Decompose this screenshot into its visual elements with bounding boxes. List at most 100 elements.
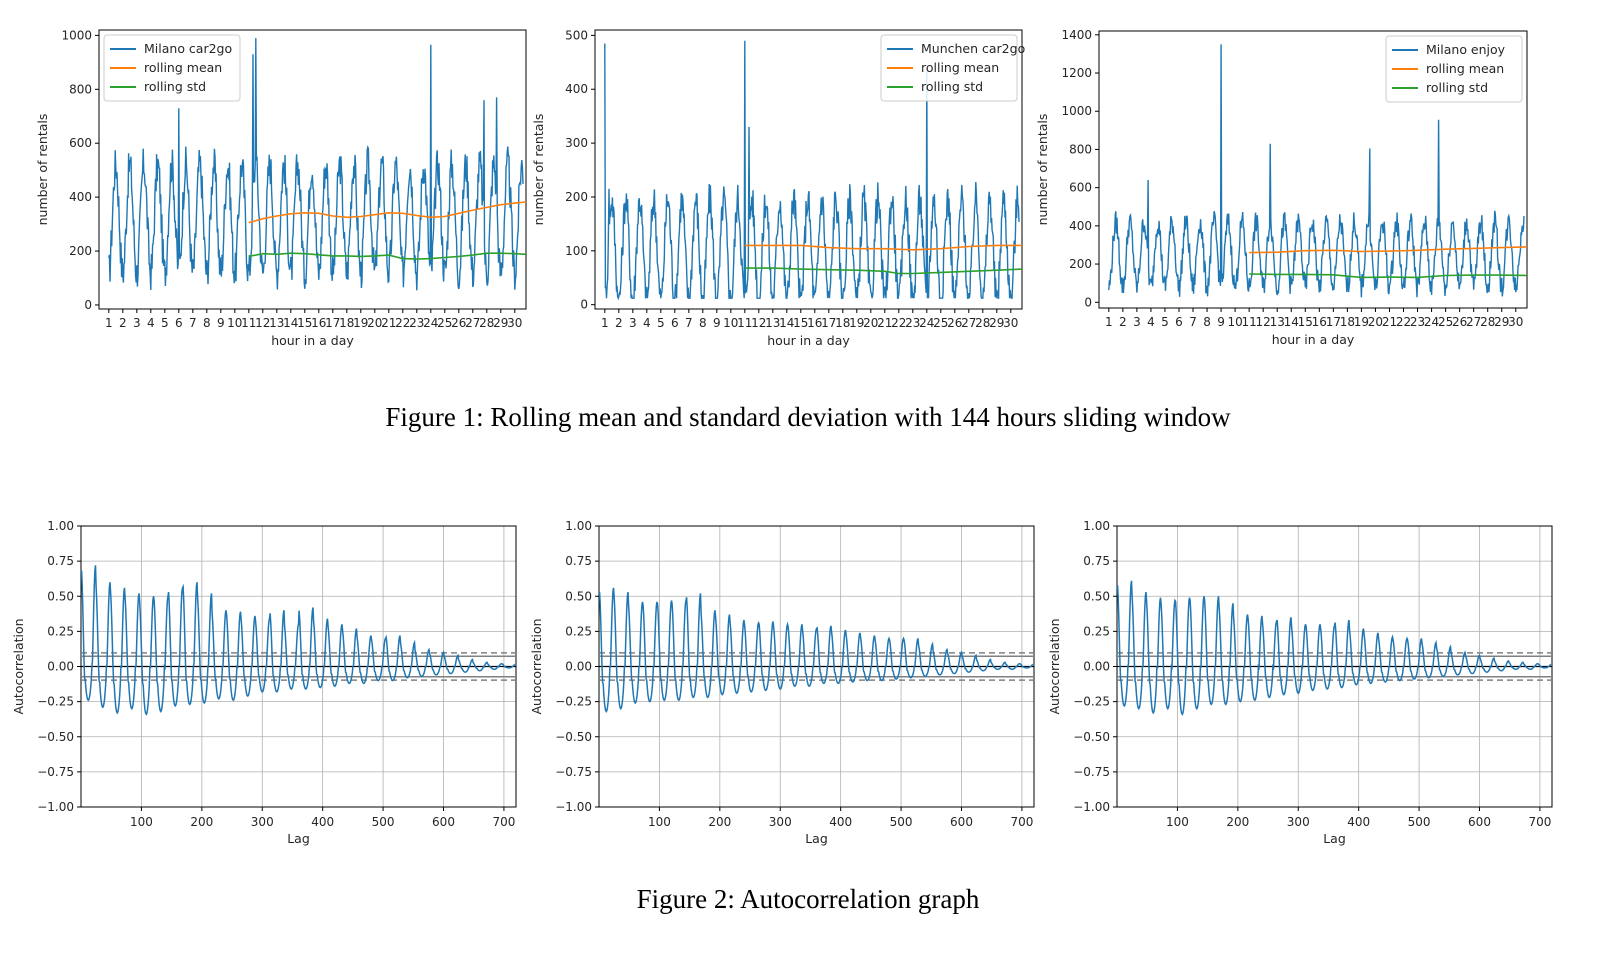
x-tick-label: 2 (1119, 315, 1127, 329)
x-tick-label: 20 (367, 316, 382, 330)
x-tick-label: 1 (601, 316, 609, 330)
y-tick-label: 200 (69, 244, 92, 258)
x-tick-label: 1 (1105, 315, 1113, 329)
x-tick-label: 11 (1242, 315, 1257, 329)
x-tick-label: 12 (1256, 315, 1271, 329)
legend-entry: rolling mean (1426, 61, 1504, 76)
y-tick-label: 1400 (1061, 28, 1092, 42)
x-tick-label: 25 (1438, 315, 1453, 329)
x-tick-label: 3 (629, 316, 637, 330)
y-tick-label: −0.75 (1073, 765, 1110, 779)
y-tick-label: −0.50 (1073, 730, 1110, 744)
x-tick-label: 3 (133, 316, 141, 330)
x-tick-label: 15 (1298, 315, 1313, 329)
x-tick-label: 8 (1203, 315, 1211, 329)
y-tick-label: 200 (565, 190, 588, 204)
x-axis-label: hour in a day (1272, 332, 1355, 347)
y-tick-label: −0.50 (555, 730, 592, 744)
x-tick-label: 4 (1147, 315, 1155, 329)
x-tick-label: 18 (339, 316, 354, 330)
x-tick-label: 26 (947, 316, 962, 330)
x-tick-label: 30 (1508, 315, 1523, 329)
x-axis-label: Lag (287, 831, 310, 846)
x-tick-label: 600 (432, 815, 455, 829)
y-tick-label: −0.25 (555, 695, 592, 709)
x-tick-label: 12 (751, 316, 766, 330)
x-tick-label: 23 (1410, 315, 1425, 329)
y-tick-label: 0.50 (565, 589, 592, 603)
x-tick-label: 300 (769, 815, 792, 829)
x-tick-label: 700 (1528, 815, 1551, 829)
x-tick-label: 9 (217, 316, 225, 330)
x-tick-label: 100 (1166, 815, 1189, 829)
legend-entry: Milano car2go (144, 41, 232, 56)
x-tick-label: 25 (437, 316, 452, 330)
x-tick-label: 19 (849, 316, 864, 330)
x-tick-label: 29 (989, 316, 1004, 330)
legend-entry: rolling std (144, 79, 206, 94)
x-tick-label: 5 (161, 316, 169, 330)
x-tick-label: 20 (863, 316, 878, 330)
x-tick-label: 20 (1368, 315, 1383, 329)
x-tick-label: 27 (961, 316, 976, 330)
y-tick-label: 1.00 (47, 519, 74, 533)
y-tick-label: 0.25 (565, 624, 592, 638)
legend-box (1385, 35, 1523, 103)
y-tick-label: −0.25 (1073, 695, 1110, 709)
y-tick-label: 0.50 (47, 589, 74, 603)
y-tick-label: 0.00 (565, 660, 592, 674)
x-tick-label: 24 (919, 316, 934, 330)
y-axis-label: Autocorrelation (529, 618, 544, 714)
x-tick-label: 13 (1270, 315, 1285, 329)
y-tick-label: −0.25 (37, 695, 74, 709)
x-tick-label: 29 (493, 316, 508, 330)
x-tick-label: 200 (708, 815, 731, 829)
x-tick-label: 700 (492, 815, 515, 829)
x-tick-label: 10 (1227, 315, 1242, 329)
y-tick-label: 500 (565, 28, 588, 42)
x-tick-label: 11 (241, 316, 256, 330)
x-tick-label: 17 (325, 316, 340, 330)
x-tick-label: 500 (372, 815, 395, 829)
legend-entry: rolling mean (144, 60, 222, 75)
y-tick-label: 800 (69, 82, 92, 96)
x-tick-label: 23 (905, 316, 920, 330)
y-tick-label: 800 (1069, 142, 1092, 156)
y-tick-label: 0.25 (1083, 624, 1110, 638)
x-tick-label: 14 (779, 316, 794, 330)
legend-box (880, 34, 1018, 102)
x-tick-label: 6 (1175, 315, 1183, 329)
x-tick-label: 15 (297, 316, 312, 330)
x-tick-label: 19 (353, 316, 368, 330)
y-tick-label: 0.00 (1083, 660, 1110, 674)
x-tick-label: 200 (1226, 815, 1249, 829)
x-tick-label: 9 (1217, 315, 1225, 329)
x-tick-label: 4 (643, 316, 651, 330)
x-tick-label: 6 (671, 316, 679, 330)
series-line-mean (1249, 246, 1528, 254)
y-axis-label: number of rentals (35, 114, 50, 226)
x-tick-label: 11 (737, 316, 752, 330)
x-tick-label: 22 (395, 316, 410, 330)
y-tick-label: 400 (1069, 219, 1092, 233)
legend-entry: rolling std (1426, 80, 1488, 95)
x-tick-label: 28 (1480, 315, 1495, 329)
series-line-std (744, 267, 1023, 275)
legend-entry: rolling mean (921, 60, 999, 75)
autocorrelation-chart-3: −1.00 −0.75 −0.50 −0.25 0.00 0.25 0.50 0.75 1.00… (1047, 519, 1553, 846)
x-tick-label: 2 (615, 316, 623, 330)
x-tick-label: 13 (269, 316, 284, 330)
x-tick-label: 19 (1354, 315, 1369, 329)
y-tick-label: 300 (565, 136, 588, 150)
figure2-caption: Figure 2: Autocorrelation graph (636, 884, 980, 914)
x-tick-label: 600 (950, 815, 973, 829)
x-tick-label: 30 (507, 316, 522, 330)
series-line-data (108, 38, 524, 291)
figure1-caption: Figure 1: Rolling mean and standard devi… (385, 402, 1231, 432)
y-tick-label: 1.00 (1083, 519, 1110, 533)
x-tick-label: 700 (1010, 815, 1033, 829)
x-tick-label: 15 (793, 316, 808, 330)
autocorrelation-line (1116, 580, 1552, 716)
